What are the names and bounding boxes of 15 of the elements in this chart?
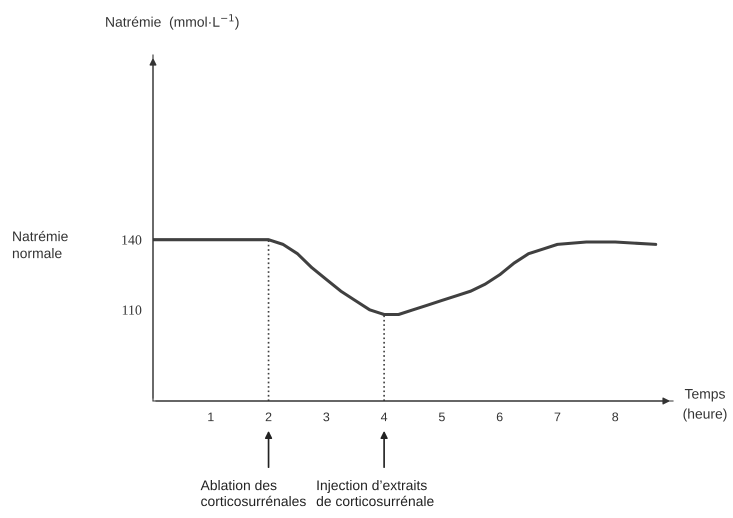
x-tick-label: 6 <box>496 412 503 422</box>
x-tick-label: 7 <box>554 412 560 422</box>
x-tick-label: 5 <box>438 412 445 422</box>
text: Injection d’extraits de corticosurrénale <box>316 480 434 506</box>
x-tick-label: 4 <box>380 412 388 422</box>
y-axis-title: Natrémie (mmol·L$^{−1}$) <box>106 14 239 30</box>
x-tick-label: 1 <box>208 412 214 422</box>
x-tick-label: 2 <box>266 412 272 422</box>
y-tick-label: 110 <box>122 305 142 315</box>
y-tick-label: 140 <box>122 235 142 245</box>
x-tick-label: 8 <box>612 412 618 422</box>
text: Ablation des corticosurrénales <box>200 480 306 506</box>
x-axis-title: Temps (heure) <box>683 389 727 422</box>
text: Natrémie normale <box>12 230 68 258</box>
x-tick-label: 3 <box>323 412 330 422</box>
